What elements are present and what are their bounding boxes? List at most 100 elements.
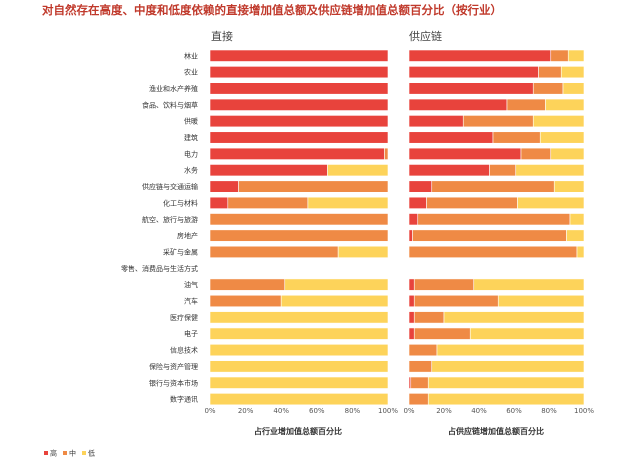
bar-segment (209, 376, 389, 389)
bar-segment (209, 196, 229, 209)
bar-segment (209, 311, 389, 324)
bar-segment (209, 360, 389, 373)
bar-segment (408, 147, 522, 160)
bar-segment (566, 229, 585, 242)
bar-segment (209, 327, 389, 340)
bar-segment (209, 66, 389, 79)
bar-segment (209, 115, 389, 128)
bar-segment (209, 213, 389, 226)
bar-segment (238, 180, 389, 193)
bar-segment (408, 82, 534, 95)
x-tick-label: 80% (345, 407, 361, 415)
bar-segment (417, 213, 571, 226)
bar-segment (497, 294, 585, 308)
x-tick-label: 80% (541, 407, 557, 415)
bar-segment (538, 66, 562, 79)
bar-segment (462, 115, 534, 128)
category-label: 农业 (184, 68, 198, 77)
bar-segment (209, 245, 339, 258)
bar-segment (209, 294, 282, 308)
legend-label: 中 (69, 449, 76, 458)
category-label: 房地产 (177, 231, 198, 240)
x-tick-label: 0% (204, 407, 215, 415)
bar-segment (408, 49, 552, 62)
bar-segment (545, 98, 585, 111)
category-label: 银行与资本市场 (149, 378, 198, 387)
bar-segment (576, 245, 585, 258)
bar-segment (408, 196, 427, 209)
bar-segment (280, 294, 389, 308)
bar-segment (413, 311, 445, 324)
category-label: 化工与材料 (163, 198, 198, 207)
bar-segment (284, 278, 389, 291)
bar-segment (408, 393, 429, 406)
bar-segment (517, 196, 585, 209)
bar-segment (489, 164, 517, 177)
x-tick-label: 40% (471, 407, 487, 415)
category-label: 渔业和水产养殖 (149, 84, 198, 93)
bar-segment (209, 164, 328, 177)
legend-label: 高 (50, 449, 57, 458)
bar-segment (539, 131, 585, 144)
category-label: 水务 (184, 166, 198, 175)
bar-segment (550, 49, 569, 62)
category-label: 电力 (184, 149, 198, 158)
category-label: 供应链与交通运输 (142, 182, 198, 191)
category-label: 数字通讯 (170, 395, 198, 404)
bar-segment (408, 278, 415, 291)
bar-segment (410, 376, 429, 389)
bar-segment (413, 294, 499, 308)
bar-segment (408, 98, 508, 111)
x-tick-label: 40% (273, 407, 289, 415)
category-label: 采矿与金属 (163, 247, 198, 256)
bar-segment (209, 229, 389, 242)
bar-segment (436, 343, 585, 357)
bar-segment (408, 164, 490, 177)
bar-segment (408, 229, 413, 242)
x-axis-label: 占行业增加值总额百分比 (254, 426, 342, 436)
bar-segment (209, 131, 389, 144)
x-axis-label: 占供应链增加值总额百分比 (448, 426, 544, 436)
x-tick-label: 60% (309, 407, 325, 415)
bar-segment (227, 196, 309, 209)
category-label: 零售、消费品与生活方式 (121, 264, 198, 273)
bar-segment (569, 213, 585, 226)
category-label: 保险与资产管理 (149, 362, 198, 371)
bar-segment (413, 278, 475, 291)
bar-segment (506, 98, 546, 111)
bar-segment (209, 98, 389, 111)
bar-segment (209, 49, 389, 62)
category-label: 供暖 (184, 117, 198, 126)
bar-segment (408, 294, 415, 308)
category-label: 油气 (184, 280, 198, 289)
bar-segment (443, 311, 585, 324)
bar-segment (408, 213, 419, 226)
category-label: 信息技术 (170, 346, 198, 355)
bar-segment (550, 147, 585, 160)
bar-segment (560, 66, 585, 79)
bar-segment (431, 360, 585, 373)
panel-title: 直接 (211, 29, 233, 43)
bar-segment (209, 278, 286, 291)
category-label: 林业 (184, 51, 198, 60)
bar-segment (209, 393, 389, 406)
bar-segment (307, 196, 389, 209)
bar-segment (384, 147, 389, 160)
bar-segment (553, 180, 585, 193)
chart-legend: 高中低 (44, 449, 95, 458)
legend-label: 低 (88, 449, 95, 458)
bar-segment (492, 131, 541, 144)
bar-segment (412, 229, 567, 242)
bar-segment (408, 245, 578, 258)
bar-segment (532, 82, 564, 95)
bar-segment (209, 147, 385, 160)
category-label: 医疗保健 (170, 313, 198, 322)
bar-segment (426, 196, 518, 209)
bar-segment (209, 180, 239, 193)
bar-segment (408, 327, 415, 340)
x-tick-label: 20% (238, 407, 254, 415)
bar-segment (427, 393, 585, 406)
x-tick-label: 60% (506, 407, 522, 415)
bar-segment (473, 278, 585, 291)
bar-segment (408, 311, 415, 324)
